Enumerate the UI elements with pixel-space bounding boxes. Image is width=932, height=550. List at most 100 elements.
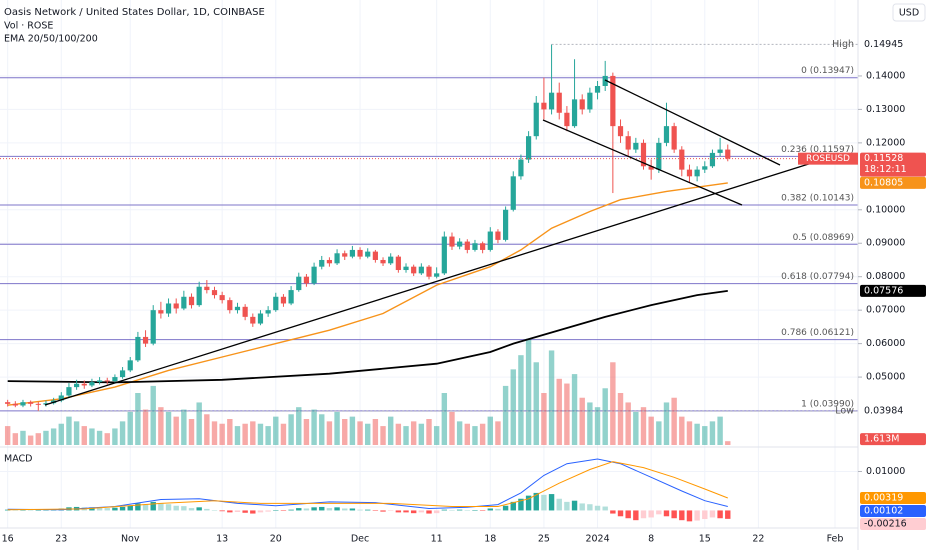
low-badge-label: 0.03984 xyxy=(864,406,903,417)
trend-lines xyxy=(44,79,816,406)
volume-bar xyxy=(135,393,141,445)
low-badge xyxy=(860,405,926,418)
macd-badge xyxy=(860,492,926,505)
volume-bar xyxy=(633,411,639,445)
macd-histogram-bar xyxy=(112,507,118,511)
macd-histogram-bar xyxy=(196,507,202,511)
volume-bar xyxy=(357,421,363,445)
candle-body xyxy=(686,169,693,177)
macd-histogram-bar xyxy=(709,510,716,518)
fib-label: 0.236 (0.11597) xyxy=(781,145,854,155)
macd-histogram-bar xyxy=(250,510,256,514)
candle-body xyxy=(464,241,470,250)
macd-histogram-bar xyxy=(510,501,516,511)
axes: 16 23 Nov 13 20 Dec 11 18 25 2024 8 15 22 Feb 0.14000 0… xyxy=(2,38,926,545)
candle-body xyxy=(112,377,118,382)
candle-body xyxy=(227,300,233,311)
currency-button[interactable] xyxy=(892,3,926,22)
macd-histogram-bar xyxy=(303,508,310,511)
candle-body xyxy=(173,303,179,309)
volume-bar xyxy=(610,362,616,445)
volume-bar xyxy=(495,421,501,445)
candle-body xyxy=(411,266,417,274)
volume-bar xyxy=(587,402,593,445)
y-tick-label: 0.09000 xyxy=(866,238,905,249)
candle-body xyxy=(380,259,386,264)
x-tick-label: 11 xyxy=(431,534,443,545)
candle-body xyxy=(334,253,340,264)
macd-badge xyxy=(860,505,926,518)
macd-histogram-bar xyxy=(433,510,440,514)
candle-body xyxy=(556,92,562,113)
volume-bar xyxy=(311,409,317,445)
macd-histogram-bar xyxy=(288,509,294,511)
volume-bar xyxy=(663,402,670,445)
macd-histogram-bar xyxy=(227,510,233,513)
candle-body xyxy=(357,249,363,257)
volume-bar xyxy=(150,385,156,445)
volume-bar xyxy=(365,423,371,445)
volume-bar xyxy=(579,397,585,445)
volume-bar xyxy=(127,411,133,445)
candle-body xyxy=(165,303,172,314)
candle-body xyxy=(211,290,218,296)
fib-label: 0.382 (0.10143) xyxy=(781,194,854,204)
macd-histogram-bar xyxy=(181,506,187,511)
macd-histogram-bar xyxy=(150,501,156,511)
volume-bar xyxy=(418,423,425,445)
candle-body xyxy=(219,295,225,301)
candle-body xyxy=(525,136,532,160)
volume-bar xyxy=(188,419,195,445)
volume-bar xyxy=(211,421,218,445)
trend-line xyxy=(604,79,781,166)
trend-line xyxy=(542,119,743,206)
volume-bar xyxy=(725,441,731,445)
volume-bar xyxy=(709,421,716,445)
ema-badge xyxy=(860,284,926,297)
ema-title: EMA 20/50/100/200 xyxy=(4,34,98,45)
volume-bar xyxy=(502,385,509,445)
volume-bar xyxy=(219,423,225,445)
candle-body xyxy=(150,310,156,344)
macd-line xyxy=(7,458,728,511)
macd-histogram-bar xyxy=(104,508,110,511)
volume-bar xyxy=(12,433,19,445)
macd-histogram-bar xyxy=(403,510,409,513)
volume-bar xyxy=(50,428,57,445)
volume-bar xyxy=(20,430,26,445)
y-tick-label: 0.06000 xyxy=(866,338,905,349)
candle-body xyxy=(342,253,348,257)
macd-histogram-bar xyxy=(472,510,478,511)
volume-bar xyxy=(702,426,708,445)
candle-body xyxy=(441,236,447,274)
candle-body xyxy=(564,112,570,127)
volume-bar xyxy=(640,407,647,445)
volume-bar xyxy=(395,423,402,445)
volume-bar xyxy=(234,426,241,445)
volume-bar xyxy=(479,423,486,445)
macd-histogram-bar xyxy=(20,509,26,511)
candle-body xyxy=(242,306,248,317)
volume-bar xyxy=(43,430,49,445)
y-tick-label: 0.14000 xyxy=(866,70,905,81)
low-text: Low xyxy=(835,406,854,417)
volume-bar xyxy=(625,402,631,445)
candle-body xyxy=(472,243,478,250)
candle-body xyxy=(273,296,279,311)
macd-histogram-bar xyxy=(594,505,601,511)
fib-label: 0.5 (0.08969) xyxy=(793,233,854,243)
macd-histogram-bar xyxy=(365,509,371,511)
macd-histogram-bar xyxy=(204,508,210,511)
volume-bar xyxy=(556,378,562,445)
y-tick-label: 0.08000 xyxy=(866,271,905,282)
price-badge xyxy=(860,152,926,177)
candle-body xyxy=(319,259,325,267)
volume-bar xyxy=(89,428,95,445)
candle-body xyxy=(12,403,18,406)
macd-histogram-bar xyxy=(617,510,624,517)
currency[interactable]: USD xyxy=(899,8,919,19)
macd-histogram-bar xyxy=(89,507,95,511)
macd-histogram-bar xyxy=(525,495,532,511)
macd-histogram-bar xyxy=(357,509,363,511)
